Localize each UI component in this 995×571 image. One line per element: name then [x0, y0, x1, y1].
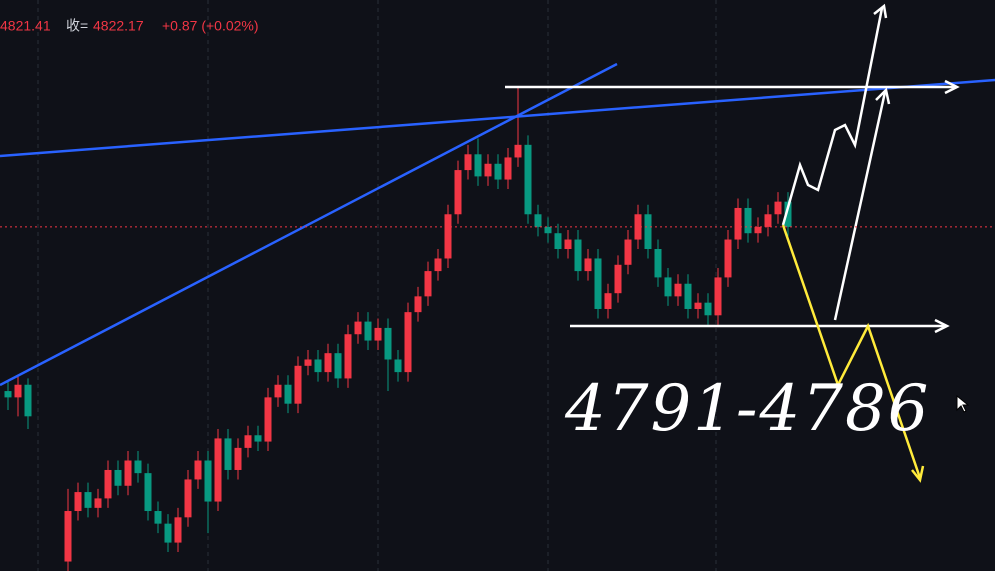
- candle-body: [584, 258, 592, 272]
- candle-body: [774, 201, 782, 215]
- arrow-head: [873, 3, 888, 19]
- candle-body: [14, 384, 22, 398]
- trend-line: [0, 78, 995, 158]
- candles: [4, 88, 792, 571]
- bear-path: [781, 224, 922, 479]
- candle-body: [274, 384, 282, 398]
- candle-body: [494, 163, 502, 180]
- candle-body: [84, 492, 92, 508]
- candle-body: [124, 460, 132, 486]
- candle-body: [224, 438, 232, 470]
- candle-body: [444, 214, 452, 259]
- arrow-head: [911, 465, 925, 483]
- candle-body: [744, 207, 752, 234]
- candle-body: [204, 460, 212, 502]
- candle-body: [264, 397, 272, 442]
- candle-body: [714, 277, 722, 316]
- candle-body: [664, 277, 672, 297]
- candle-body: [394, 359, 402, 373]
- header-close: 4822.17: [93, 18, 144, 34]
- candle-body: [654, 249, 662, 278]
- candle-body: [464, 154, 472, 171]
- candle-body: [504, 157, 512, 180]
- candle-body: [594, 258, 602, 309]
- candle-body: [334, 353, 342, 379]
- candle-body: [624, 239, 632, 265]
- candle-body: [414, 296, 422, 313]
- candle-body: [314, 359, 322, 373]
- bull-path: [781, 7, 884, 226]
- candle-body: [604, 293, 612, 309]
- candle-body: [94, 498, 102, 508]
- candle-body: [174, 517, 182, 543]
- candle-body: [574, 239, 582, 272]
- candle-body: [524, 144, 532, 215]
- candle-body: [154, 511, 162, 524]
- candle-body: [384, 327, 392, 360]
- candle-body: [674, 283, 682, 297]
- candle-body: [554, 233, 562, 249]
- candle-body: [634, 214, 642, 240]
- candle-body: [684, 283, 692, 309]
- candle-body: [344, 334, 352, 379]
- arrow-head: [875, 87, 891, 105]
- candle-body: [454, 170, 462, 215]
- header-close-label: 收=: [66, 18, 88, 34]
- candle-body: [404, 312, 412, 373]
- candle-body: [734, 207, 742, 240]
- mouse-cursor: [956, 394, 970, 413]
- candle-body: [514, 144, 522, 158]
- candle-body: [764, 214, 772, 227]
- candle-body: [4, 391, 12, 398]
- trend-line: [0, 62, 618, 387]
- header-change: +0.87 (+0.02%): [162, 18, 259, 34]
- candle-body: [364, 321, 372, 341]
- candle-body: [194, 460, 202, 480]
- candle-body: [354, 321, 362, 335]
- arrow-head: [944, 79, 960, 95]
- header-low: 4821.41: [0, 18, 51, 34]
- candle-body: [184, 479, 192, 518]
- candle-body: [234, 447, 242, 470]
- candle-body: [374, 327, 382, 341]
- candle-body: [104, 469, 112, 499]
- bull-path: [833, 91, 887, 321]
- candle-body: [254, 435, 262, 442]
- candle-body: [214, 438, 222, 502]
- candle-body: [114, 469, 122, 486]
- candle-body: [24, 384, 32, 417]
- candle-body: [64, 511, 72, 562]
- candle-body: [484, 163, 492, 177]
- candle-body: [644, 214, 652, 249]
- candle-body: [324, 353, 332, 373]
- candle-body: [434, 258, 442, 272]
- candle-body: [534, 214, 542, 227]
- candle-body: [144, 473, 152, 512]
- candle-body: [134, 460, 142, 474]
- candle-body: [474, 154, 482, 177]
- candle-body: [784, 201, 792, 227]
- candle-body: [564, 239, 572, 249]
- candle-body: [164, 523, 172, 543]
- candle-body: [284, 384, 292, 404]
- arrow-head: [934, 318, 950, 334]
- candle-body: [304, 359, 312, 366]
- candle-body: [724, 239, 732, 278]
- candle-body: [74, 492, 82, 512]
- candle-body: [704, 302, 712, 316]
- drawings: [0, 3, 995, 483]
- candle-body: [754, 226, 762, 234]
- candle-body: [244, 435, 252, 448]
- handwritten-note: 4791-4786: [564, 372, 930, 446]
- candle-body: [694, 302, 702, 309]
- candle-body: [544, 226, 552, 234]
- candle-body: [294, 365, 302, 404]
- candle-body: [424, 271, 432, 297]
- candle-body: [614, 264, 622, 294]
